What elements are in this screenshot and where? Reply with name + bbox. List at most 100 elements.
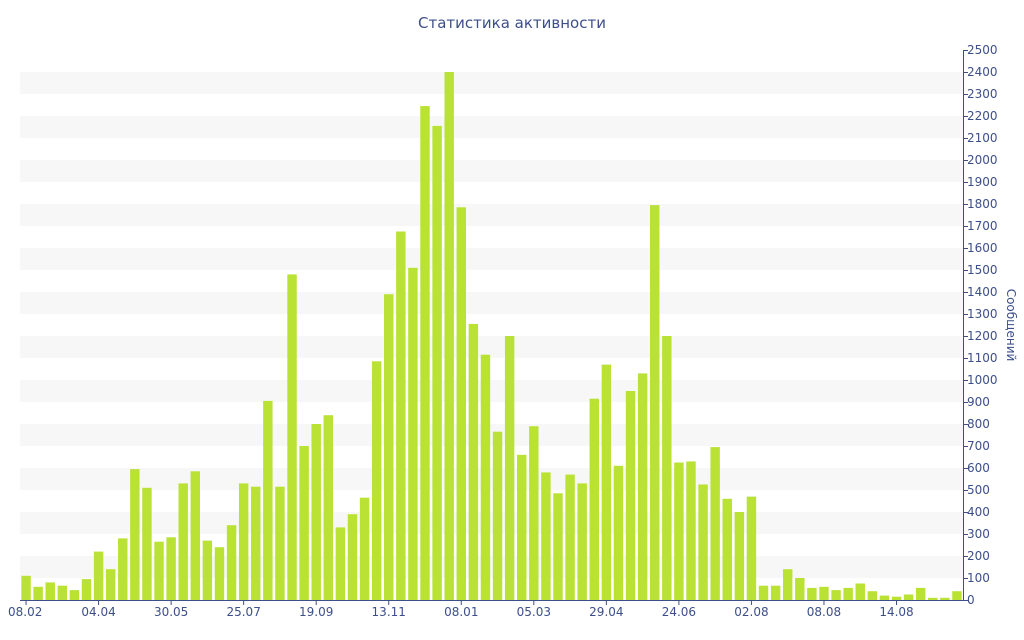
y-tick-label: 600 <box>967 461 990 475</box>
bar <box>347 514 358 600</box>
y-tick-label: 1000 <box>967 373 998 387</box>
bar <box>93 551 104 600</box>
bar <box>589 398 599 600</box>
bar <box>795 578 805 600</box>
x-tick-label: 05.03 <box>517 605 551 619</box>
bar <box>384 294 394 600</box>
x-tick-label: 19.09 <box>299 605 333 619</box>
bar <box>154 541 164 600</box>
bar <box>263 400 273 600</box>
bar <box>758 585 769 600</box>
bar <box>396 231 406 600</box>
y-axis-label: Сообщений <box>1004 289 1018 362</box>
bar <box>190 471 201 600</box>
bar <box>238 483 249 600</box>
grid-band <box>20 512 963 534</box>
x-tick-label: 30.05 <box>154 605 188 619</box>
bar <box>432 125 442 601</box>
grid-band <box>20 292 963 314</box>
bar <box>891 596 902 600</box>
bar <box>492 431 503 600</box>
bar <box>299 446 309 600</box>
bar <box>420 106 430 600</box>
bar <box>698 484 708 600</box>
bar <box>601 364 612 600</box>
bar <box>517 454 527 600</box>
grid-band <box>20 116 963 138</box>
y-tick-label: 1500 <box>967 263 998 277</box>
bar <box>105 569 116 600</box>
grid-band <box>20 204 963 226</box>
grid-bands <box>20 72 963 578</box>
x-tick-label: 25.07 <box>226 605 260 619</box>
y-tick-label: 2100 <box>967 131 998 145</box>
bar <box>541 472 551 600</box>
bar <box>686 461 696 600</box>
bar <box>649 205 660 600</box>
y-tick-label: 100 <box>967 571 990 585</box>
x-tick-label: 24.06 <box>662 605 696 619</box>
bar <box>625 391 636 600</box>
bar <box>746 496 757 600</box>
y-tick-label: 1900 <box>967 175 998 189</box>
bar <box>722 498 732 600</box>
y-tick-label: 2300 <box>967 87 998 101</box>
y-tick-label: 1100 <box>967 351 998 365</box>
x-tick-label: 08.08 <box>807 605 841 619</box>
bar <box>45 582 55 600</box>
bar <box>480 354 491 600</box>
bar <box>21 575 31 600</box>
y-tick-label: 2200 <box>967 109 998 123</box>
y-tick-label: 1400 <box>967 285 998 299</box>
bar <box>831 590 841 600</box>
bar <box>335 527 346 600</box>
bar <box>81 579 92 600</box>
axes <box>20 50 964 601</box>
x-tick-label: 29.04 <box>589 605 623 619</box>
bar <box>807 587 817 600</box>
y-tick-label: 2000 <box>967 153 998 167</box>
grid-band <box>20 468 963 490</box>
bar <box>710 447 720 600</box>
y-tick-label: 800 <box>967 417 990 431</box>
y-tick-label: 1700 <box>967 219 998 233</box>
y-tick-label: 2400 <box>967 65 998 79</box>
grid-band <box>20 248 963 270</box>
x-tick-label: 14.08 <box>879 605 913 619</box>
x-tick-label: 08.02 <box>8 605 42 619</box>
bar <box>504 336 515 600</box>
bars <box>21 72 962 601</box>
y-ticks: 0 100 200 300 400 500 600 700 800 900 1000 1100 1200… <box>963 43 998 607</box>
bar <box>770 585 781 600</box>
bar <box>940 597 950 600</box>
chart-title: Статистика активности <box>418 14 606 32</box>
bar <box>69 590 80 600</box>
y-tick-label: 500 <box>967 483 990 497</box>
x-tick-label: 13.11 <box>372 605 406 619</box>
bar <box>529 426 539 600</box>
bar <box>166 537 176 600</box>
x-tick-label: 08.01 <box>444 605 478 619</box>
bar <box>251 486 261 600</box>
bar <box>867 591 878 600</box>
bar <box>819 586 829 600</box>
bar <box>674 462 684 600</box>
bar <box>311 424 321 600</box>
x-ticks: 08.02 04.04 30.05 25.07 19.09 13.11 08.01 05.03… <box>8 600 914 619</box>
bar <box>226 525 237 600</box>
bar <box>553 493 563 600</box>
bar <box>613 465 624 600</box>
bar <box>565 474 575 600</box>
bar <box>915 587 926 600</box>
grid-band <box>20 336 963 358</box>
y-tick-label: 200 <box>967 549 990 563</box>
x-tick-label: 02.08 <box>734 605 768 619</box>
bar <box>928 597 938 600</box>
y-tick-label: 1200 <box>967 329 998 343</box>
bar <box>57 585 68 600</box>
grid-band <box>20 424 963 446</box>
y-tick-label: 300 <box>967 527 990 541</box>
y-tick-label: 0 <box>967 593 975 607</box>
grid-band <box>20 380 963 402</box>
bar <box>178 483 188 600</box>
